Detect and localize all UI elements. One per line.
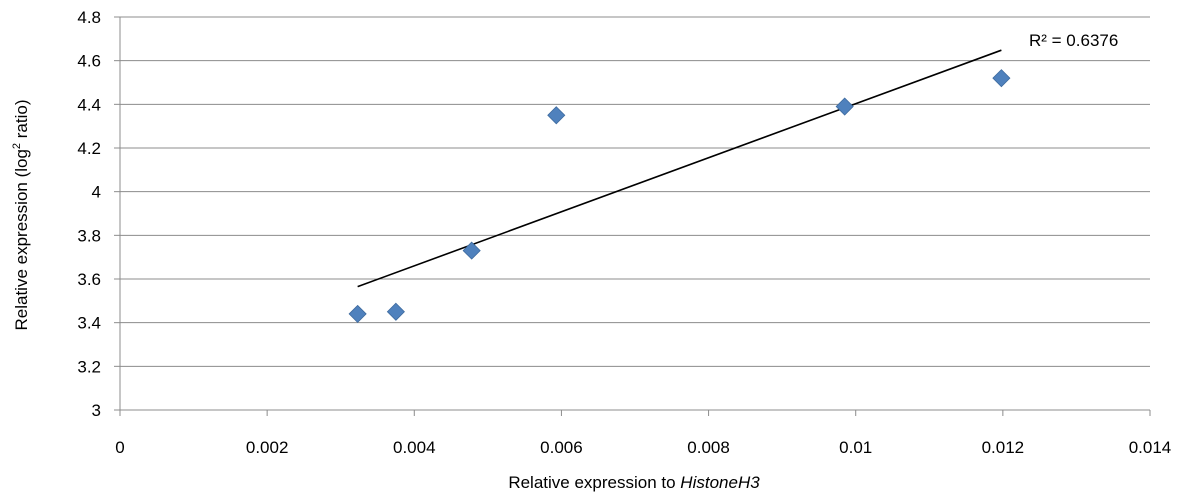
y-tick-label: 4.8 (77, 8, 101, 27)
y-tick-label: 3.6 (77, 270, 101, 289)
trendline (357, 49, 1002, 288)
data-point (348, 304, 367, 323)
y-tick-label: 4.6 (77, 52, 101, 71)
x-tick-label: 0.002 (246, 438, 289, 457)
data-point (386, 302, 405, 321)
y-axis-title-end: ratio) (12, 99, 31, 142)
data-point (462, 241, 481, 260)
y-tick-label: 3.2 (77, 357, 101, 376)
y-tick-label: 4.2 (77, 139, 101, 158)
axes (119, 17, 1150, 411)
y-tick-label: 4 (92, 183, 101, 202)
data-points (348, 69, 1011, 323)
y-tick-label: 3.4 (77, 314, 101, 333)
x-tick-label: 0.006 (540, 438, 583, 457)
y-ticks: 3 3.2 3.4 3.6 3.8 4 4.2 4.4 4.6 4.8 (77, 8, 120, 420)
x-tick-label: 0 (115, 438, 124, 457)
y-axis-title-superscript: 2 (11, 143, 23, 149)
y-tick-label: 3 (92, 401, 101, 420)
r-squared-label: R² = 0.6376 (1029, 31, 1118, 50)
data-point (992, 69, 1011, 88)
x-tick-label: 0.01 (839, 438, 872, 457)
x-tick-label: 0.014 (1129, 438, 1172, 457)
data-point (547, 106, 566, 125)
x-axis-title-gene: HistoneH3 (680, 473, 760, 492)
x-tick-label: 0.004 (393, 438, 436, 457)
x-tick-label: 0.012 (982, 438, 1025, 457)
trendline-layer (357, 49, 1002, 288)
y-tick-label: 3.8 (77, 226, 101, 245)
y-axis-title: Relative expression (log2 ratio) (11, 99, 31, 330)
x-axis-title: Relative expression to HistoneH3 (508, 473, 760, 492)
y-tick-label: 4.4 (77, 95, 101, 114)
gridlines (120, 16, 1150, 367)
x-ticks: 0 0.002 0.004 0.006 0.008 0.01 0.012 0.014 (115, 410, 1171, 457)
data-point (835, 97, 854, 116)
x-axis-title-prefix: Relative expression to (508, 473, 680, 492)
y-axis-title-main: Relative expression (log (12, 149, 31, 330)
x-tick-label: 0.008 (687, 438, 730, 457)
